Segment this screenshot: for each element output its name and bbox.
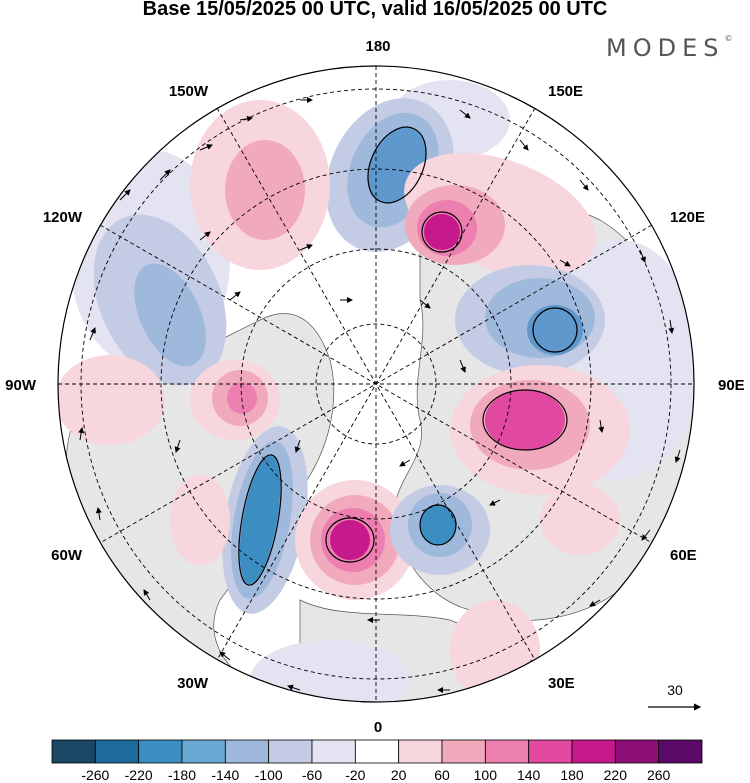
lon-label-120w: 120W [43, 209, 83, 226]
colorbar-swatch [138, 739, 183, 764]
lon-label-30w: 30W [177, 675, 209, 692]
lon-label-60w: 60W [51, 547, 83, 564]
colorbar-tick-label: -180 [168, 767, 196, 783]
colorbar-tick-label: -260 [81, 767, 109, 783]
brand-text: MODES [606, 34, 725, 62]
colorbar-tick-label: 180 [560, 767, 584, 783]
colorbar-tick-label: 220 [604, 767, 628, 783]
modes-logo: MODES© [606, 34, 732, 62]
colorbar-swatch [571, 739, 616, 764]
colorbar-swatch [51, 739, 96, 764]
lon-label-0: 0 [374, 719, 382, 736]
lon-label-90e: 90E [718, 377, 745, 394]
map-title: Base 15/05/2025 00 UTC, valid 16/05/2025… [142, 0, 608, 20]
map-disc [58, 66, 694, 702]
colorbar-swatch [311, 739, 356, 764]
vector-scale: 30 [648, 682, 702, 711]
colorbar-swatch [181, 739, 226, 764]
colorbar-tick-label: 100 [474, 767, 498, 783]
colorbar-swatch [614, 739, 660, 764]
colorbar-tick-label: 140 [517, 767, 541, 783]
colorbar-tick-label: 260 [647, 767, 671, 783]
colorbar-swatch [354, 739, 400, 764]
lon-label-30e: 30E [548, 675, 575, 692]
lon-label-150e: 150E [548, 83, 583, 100]
colorbar-swatch [268, 739, 313, 764]
lon-label-120e: 120E [670, 209, 705, 226]
colorbar-tick-label: -100 [255, 767, 283, 783]
map-boundary [57, 65, 695, 703]
lon-label-180: 180 [365, 38, 390, 55]
colorbar-swatch [528, 739, 573, 764]
colorbar-swatch [94, 739, 140, 764]
graticule [58, 66, 694, 702]
colorbar-swatch [398, 739, 443, 764]
lon-label-90w: 90W [5, 377, 37, 394]
longitude-labels: 180 0 90W 90E 150W 120W 150E 120E 60W 30… [5, 38, 745, 736]
colorbar-swatch [658, 739, 703, 764]
colorbar-tick-label: -20 [345, 767, 365, 783]
lon-label-150w: 150W [169, 83, 209, 100]
colorbar-tick-label: 20 [391, 767, 407, 783]
vector-scale-value: 30 [667, 682, 683, 698]
colorbar-tick-label: -220 [125, 767, 153, 783]
colorbar-tick-label: -60 [302, 767, 322, 783]
colorbar-swatch [484, 739, 530, 764]
colorbar: -260 -220 -180 -140 -100 -60 -20 20 60 100 140 180 2… [51, 739, 703, 783]
wind-vectors [78, 97, 681, 693]
colorbar-swatch [224, 739, 270, 764]
colorbar-tick-label: -140 [211, 767, 239, 783]
colorbar-tick-label: 60 [434, 767, 450, 783]
colorbar-swatch [441, 739, 486, 764]
copyright-mark: © [724, 34, 733, 43]
contour-lines [238, 126, 578, 586]
lon-label-60e: 60E [670, 547, 697, 564]
